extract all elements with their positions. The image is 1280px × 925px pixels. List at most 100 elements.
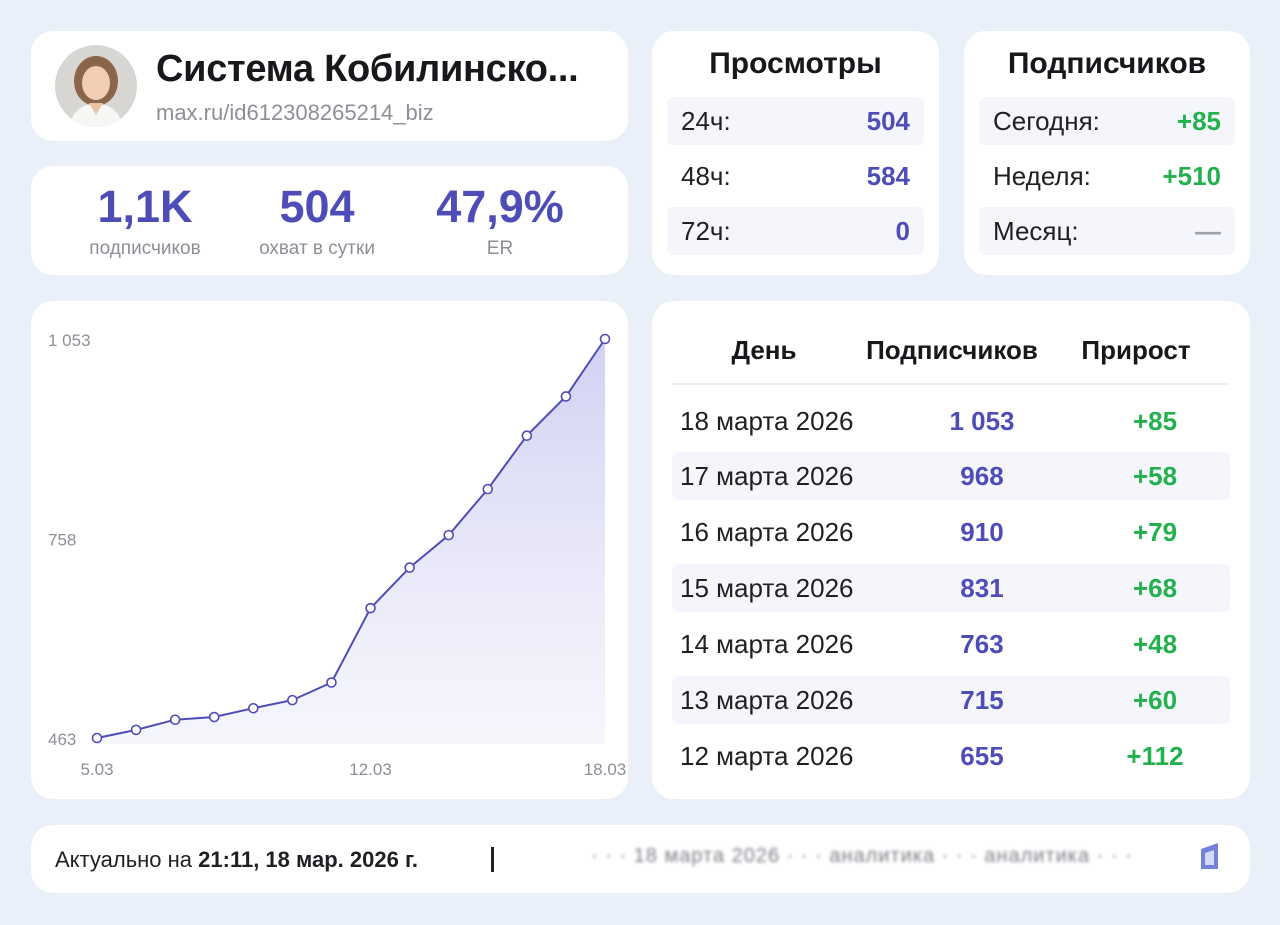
cell-growth: +79 [1132,517,1178,547]
cell-date: 13 марта 2026 [680,685,854,715]
subscribers-row-value: +85 [1176,105,1221,136]
views-row-value: 504 [866,105,910,136]
stat-label: ER [486,238,514,259]
cell-subscribers: 1 053 [949,406,1015,436]
cell-date: 18 марта 2026 [680,406,854,436]
views-row: 72ч: 0 [667,207,924,255]
y-tick-label: 758 [48,531,76,550]
chart-point[interactable] [248,702,259,714]
x-tick-label: 5.03 [80,760,113,779]
cell-growth: +112 [1126,741,1184,771]
column-header-subscribers: Подписчиков [866,335,1038,365]
chart-point[interactable] [404,562,415,573]
table-row: 18 марта 2026 1 053 +85 [672,397,1230,445]
chart-point[interactable] [130,724,142,736]
x-tick-label: 12.03 [349,760,392,779]
views-row-label: 72ч: [681,215,731,246]
chart-area [97,339,605,744]
x-tick-label: 18.03 [584,760,627,779]
cell-subscribers: 763 [960,629,1004,659]
stat-er: 47,9% ER [410,182,590,260]
y-tick-label: 463 [48,730,76,749]
chart-point[interactable] [521,430,533,442]
stat-subscribers: 1,1K подписчиков [55,182,235,260]
subscribers-card: Подписчиков Сегодня: +85 Неделя: +510 Ме… [964,31,1250,275]
cell-subscribers: 715 [960,685,1004,715]
views-row: 24ч: 504 [667,97,924,145]
last-updated: Актуально на 21:11, 18 мар. 2026 г. [55,847,418,873]
chart-point[interactable] [208,711,220,723]
cell-subscribers: 968 [960,461,1004,491]
chart-point[interactable] [599,333,611,345]
stat-value: 47,9% [436,181,564,232]
chart-point[interactable] [326,677,337,688]
table-row: 16 марта 2026 910 +79 [672,508,1230,556]
profile-card: Система Кобилинско... max.ru/id612308265… [31,31,628,141]
stat-reach: 504 охват в сутки [227,182,407,260]
cell-date: 17 марта 2026 [680,461,854,491]
subscribers-row: Месяц: — [979,207,1235,255]
cell-growth: +85 [1132,406,1178,436]
footer-bar: Актуально на 21:11, 18 мар. 2026 г. · · … [31,825,1250,893]
last-updated-timestamp: 21:11, 18 мар. 2026 г. [198,847,419,872]
cell-subscribers: 655 [960,741,1004,771]
stat-label: подписчиков [89,238,201,259]
chart-point[interactable] [169,714,181,726]
chart-point[interactable] [560,391,572,402]
stat-value: 504 [279,181,355,232]
channel-title: Система Кобилинско... [156,48,579,90]
views-row-label: 24ч: [681,105,731,136]
cell-growth: +58 [1132,461,1178,491]
views-row-value: 584 [866,160,910,191]
app-logo-icon[interactable] [1198,839,1222,875]
y-tick-label: 1 053 [48,331,91,350]
avatar[interactable] [55,45,137,127]
chart-point[interactable] [443,529,454,541]
subscribers-row-label: Сегодня: [993,105,1100,136]
chart-line [96,338,606,739]
table-row: 12 марта 2026 655 +112 [672,732,1230,780]
cell-growth: +68 [1132,573,1178,603]
cell-date: 12 марта 2026 [680,741,854,771]
views-row-label: 48ч: [681,160,731,191]
table-row: 14 марта 2026 763 +48 [672,620,1230,668]
blurred-watermark: · · · 18 марта 2026 · · · аналитика · · … [591,845,1133,867]
stat-label: охват в сутки [259,238,375,259]
column-header-day: День [731,335,797,365]
cell-subscribers: 831 [960,573,1004,603]
views-card: Просмотры 24ч: 504 48ч: 584 72ч: 0 [652,31,939,275]
stat-value: 1,1K [97,181,193,232]
cell-date: 16 марта 2026 [680,517,854,547]
subscribers-row: Неделя: +510 [979,152,1235,200]
subscribers-title: Подписчиков [1007,47,1207,80]
subscribers-row-label: Неделя: [993,160,1091,191]
chart-point[interactable] [365,602,376,614]
chart-point[interactable] [482,483,494,495]
subscribers-row-value: — [1195,215,1221,246]
chart-point[interactable] [91,732,103,744]
subscribers-row-value: +510 [1162,160,1221,191]
cell-date: 14 марта 2026 [680,629,854,659]
cell-date: 15 марта 2026 [680,573,854,603]
chart-point[interactable] [287,694,298,706]
column-header-growth: Прирост [1081,335,1191,365]
chart-canvas: 1 053 758 463 5.03 12.03 18.03 [48,331,627,779]
subscribers-chart: 1 053 758 463 5.03 12.03 18.03 [31,301,628,799]
table-divider [672,383,1230,385]
text-cursor [491,847,494,872]
table-row: 15 марта 2026 831 +68 [672,564,1230,612]
table-row: 13 марта 2026 715 +60 [672,676,1230,724]
subscribers-row-label: Месяц: [993,215,1079,246]
cell-growth: +60 [1132,685,1178,715]
subscribers-row: Сегодня: +85 [979,97,1235,145]
cell-growth: +48 [1132,629,1178,659]
daily-table: День Подписчиков Прирост 18 марта 2026 1… [652,301,1250,799]
views-title: Просмотры [709,47,882,80]
views-row: 48ч: 584 [667,152,924,200]
stats-card: 1,1K подписчиков 504 охват в сутки 47,9%… [31,166,628,275]
channel-link[interactable]: max.ru/id612308265214_biz [156,100,434,125]
last-updated-prefix: Актуально на [55,847,199,872]
views-row-value: 0 [895,215,910,246]
cell-subscribers: 910 [960,517,1004,547]
table-row: 17 марта 2026 968 +58 [672,452,1230,500]
